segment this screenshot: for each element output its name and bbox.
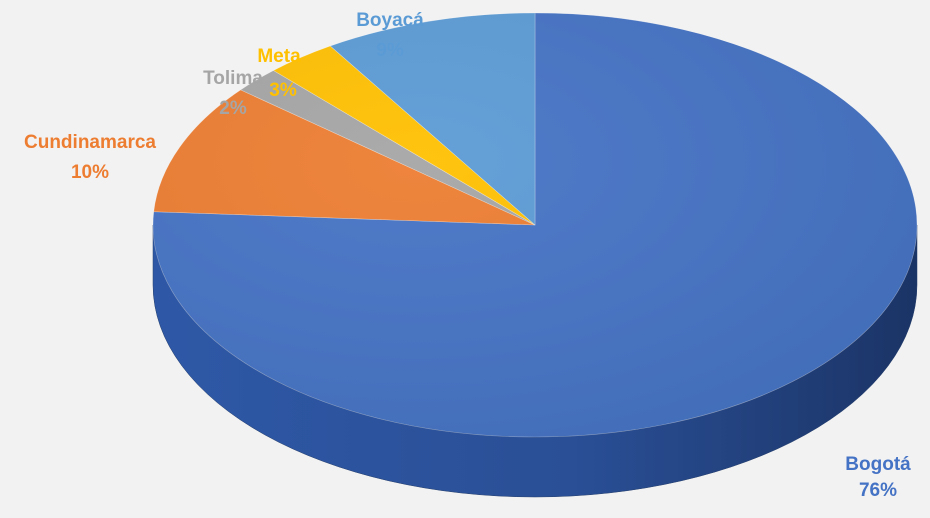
slice-name-label-1: Cundinamarca (24, 132, 156, 153)
slice-name-label-3: Meta (257, 46, 301, 67)
pie-labels: Bogotá 76% Cundinamarca 10% Tolima 2% Meta 3% Bo… (24, 10, 911, 501)
slice-name-label-4: Boyacá (356, 10, 424, 31)
slice-value-label-2: 2% (219, 98, 247, 119)
slice-name-label-2: Tolima (203, 68, 263, 89)
slice-value-label-3: 3% (269, 80, 297, 101)
slice-value-label-0: 76% (859, 480, 897, 501)
slice-name-label-0: Bogotá (845, 454, 911, 475)
slice-value-label-4: 9% (376, 40, 404, 61)
slice-value-label-1: 10% (71, 162, 109, 183)
pie-top-shading (153, 13, 917, 437)
pie-top-face (152, 12, 918, 438)
